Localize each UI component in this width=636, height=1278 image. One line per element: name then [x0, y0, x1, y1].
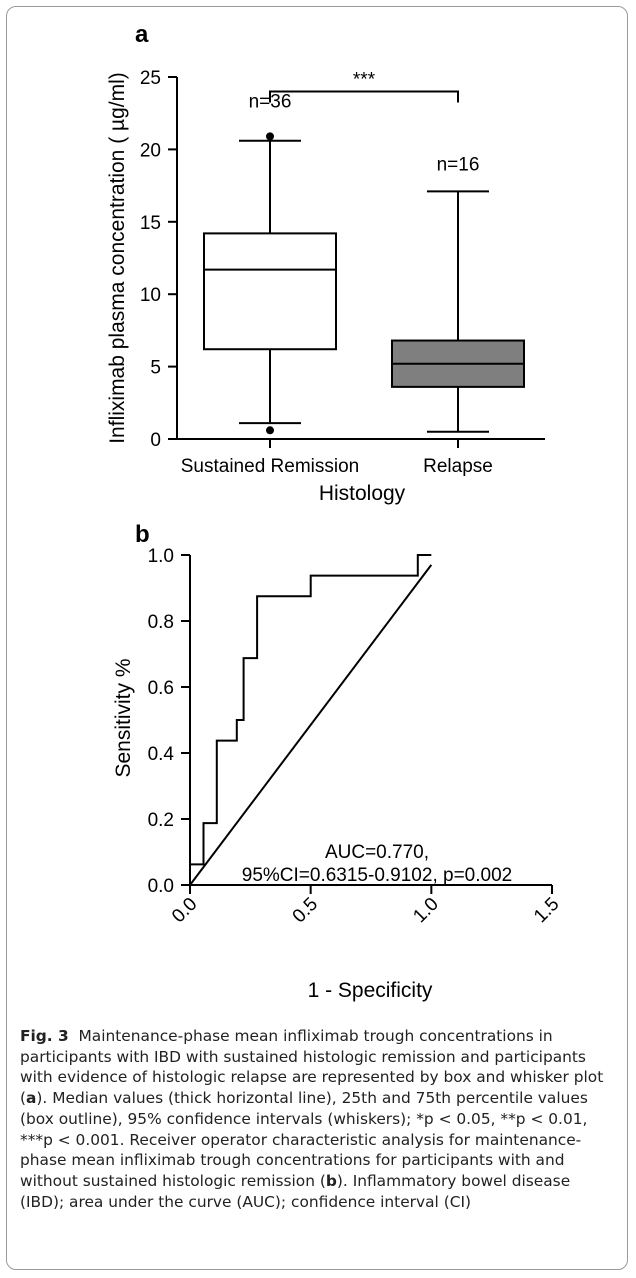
box-plot-category-label: Relapse — [423, 456, 493, 477]
auc-annotation-line-1: AUC=0.770, — [325, 842, 429, 863]
roc-y-axis-title: Sensitivity % — [112, 658, 135, 777]
outlier-point — [266, 132, 274, 140]
box-plot-y-tick-label: 25 — [140, 68, 161, 89]
roc-x-tick-label: 0.0 — [168, 894, 202, 928]
figure-caption: Fig. 3 Maintenance-phase mean infliximab… — [20, 1026, 616, 1212]
roc-y-tick-label: 0.6 — [148, 678, 174, 699]
caption-figure-label: Fig. 3 — [20, 1027, 69, 1045]
box-plot-x-axis-title: Histology — [319, 482, 406, 505]
roc-x-tick-label: 1.0 — [409, 894, 443, 928]
box-plot-category-label: Sustained Remission — [181, 456, 359, 477]
significance-bracket — [270, 91, 458, 102]
box-plot-y-tick-label: 20 — [140, 140, 161, 161]
caption-panel-ref-b: b — [326, 1172, 337, 1190]
roc-y-tick-label: 0.0 — [148, 876, 174, 897]
roc-x-tick-label: 0.5 — [289, 894, 323, 928]
roc-y-tick-label: 0.2 — [148, 810, 174, 831]
box-plot-y-tick-label: 15 — [140, 213, 161, 234]
roc-x-tick-label: 1.5 — [530, 894, 564, 928]
roc-x-axis-title: 1 - Specificity — [308, 979, 433, 1002]
outlier-point — [266, 426, 274, 434]
box-plot-y-tick-label: 0 — [150, 430, 161, 451]
sample-size-label: n=16 — [437, 154, 480, 175]
roc-y-tick-label: 0.4 — [148, 744, 175, 765]
auc-annotation-line-2: 95%CI=0.6315-0.9102, p=0.002 — [242, 865, 512, 886]
roc-y-tick-label: 1.0 — [148, 546, 174, 567]
box-plot-y-tick-label: 5 — [150, 358, 161, 379]
roc-y-tick-label: 0.8 — [148, 612, 174, 633]
box-plot-y-axis-title: Infliximab plasma concentration ( µg/ml) — [106, 72, 129, 444]
panel-b-label: b — [135, 521, 150, 548]
box-plot-y-tick-label: 10 — [140, 285, 161, 306]
box — [204, 233, 336, 349]
panel-a-label: a — [135, 21, 149, 48]
caption-panel-ref-a: a — [26, 1089, 36, 1107]
reference-line — [190, 565, 431, 885]
significance-label: *** — [353, 69, 376, 90]
